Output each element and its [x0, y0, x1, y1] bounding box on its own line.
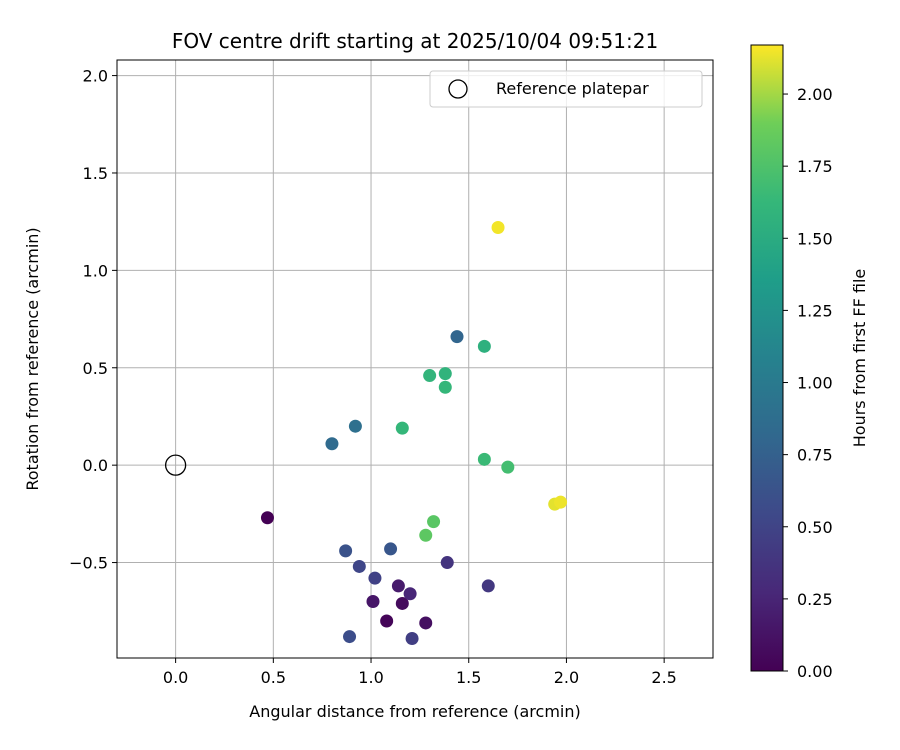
- colorbar-tick-label: 2.00: [797, 85, 833, 104]
- data-point: [477, 452, 491, 466]
- data-point: [501, 460, 515, 474]
- grid-lines: [117, 60, 713, 658]
- colorbar-ticks: 0.00 0.25 0.50 0.75 1.00 1.25 1.50 1.75 2.00: [783, 85, 833, 681]
- reference-layer: [164, 454, 187, 476]
- data-point: [554, 495, 568, 509]
- data-point: [352, 559, 366, 573]
- colorbar-tick-label: 1.50: [797, 229, 833, 248]
- data-point: [481, 579, 495, 593]
- y-tick-label: 1.5: [83, 164, 108, 183]
- data-point: [423, 369, 437, 383]
- x-tick-label: 0.0: [163, 668, 188, 687]
- x-tick-label: 2.5: [651, 668, 676, 687]
- data-point: [491, 221, 505, 235]
- data-point: [368, 571, 382, 585]
- x-tick-label: 1.5: [456, 668, 481, 687]
- colorbar-tick-label: 0.25: [797, 590, 833, 609]
- data-point: [395, 596, 409, 610]
- legend-box: [429, 70, 703, 108]
- y-tick-label: 0.5: [83, 359, 108, 378]
- data-point: [477, 339, 491, 353]
- x-tick-label: 2.0: [554, 668, 579, 687]
- plot-area: [117, 60, 713, 658]
- data-point: [405, 632, 419, 646]
- x-tick-label: 1.0: [358, 668, 383, 687]
- data-point: [438, 367, 452, 381]
- data-point: [450, 330, 464, 344]
- colorbar-tick-label: 0.50: [797, 518, 833, 537]
- data-point: [325, 437, 339, 451]
- colorbar-tick-label: 1.75: [797, 157, 833, 176]
- colorbar-tick-label: 0.00: [797, 662, 833, 681]
- scatter-points: [260, 221, 568, 646]
- data-point: [339, 544, 353, 558]
- data-point: [403, 587, 417, 601]
- data-point: [427, 515, 441, 529]
- colorbar-tick-label: 1.00: [797, 374, 833, 393]
- reference-marker: [164, 454, 187, 476]
- data-point: [395, 421, 409, 435]
- legend: Reference platepar: [429, 70, 703, 108]
- legend-label-reference: Reference platepar: [496, 79, 649, 98]
- data-point: [343, 630, 357, 644]
- colorbar-label: Hours from first FF file: [850, 269, 869, 448]
- data-point: [391, 579, 405, 593]
- colorbar-tick-label: 1.25: [797, 301, 833, 320]
- x-axis-ticks: 0.0 0.5 1.0 1.5 2.0 2.5: [163, 658, 677, 687]
- y-tick-label: 2.0: [83, 67, 108, 86]
- colorbar-gradient: [750, 44, 784, 672]
- data-point: [348, 419, 362, 433]
- y-axis-ticks: −0.5 0.0 0.5 1.0 1.5 2.0: [69, 67, 117, 573]
- colorbar-tick-label: 0.75: [797, 446, 833, 465]
- data-point: [384, 542, 398, 556]
- chart-title: FOV centre drift starting at 2025/10/04 …: [172, 29, 658, 53]
- x-axis-label: Angular distance from reference (arcmin): [249, 702, 580, 721]
- data-point: [438, 380, 452, 394]
- data-point: [419, 616, 433, 630]
- data-point: [260, 511, 274, 525]
- y-axis-label: Rotation from reference (arcmin): [23, 227, 42, 490]
- x-tick-label: 0.5: [261, 668, 286, 687]
- colorbar: 0.00 0.25 0.50 0.75 1.00 1.25 1.50 1.75 2.00 Hou…: [750, 44, 869, 681]
- data-point: [380, 614, 394, 628]
- data-point: [419, 528, 433, 542]
- y-tick-label: 1.0: [83, 261, 108, 280]
- y-tick-label: 0.0: [83, 456, 108, 475]
- y-tick-label: −0.5: [69, 554, 108, 573]
- legend-marker-reference: [448, 79, 468, 99]
- data-point: [440, 556, 454, 570]
- data-point: [366, 595, 380, 609]
- plot-frame: [116, 59, 714, 659]
